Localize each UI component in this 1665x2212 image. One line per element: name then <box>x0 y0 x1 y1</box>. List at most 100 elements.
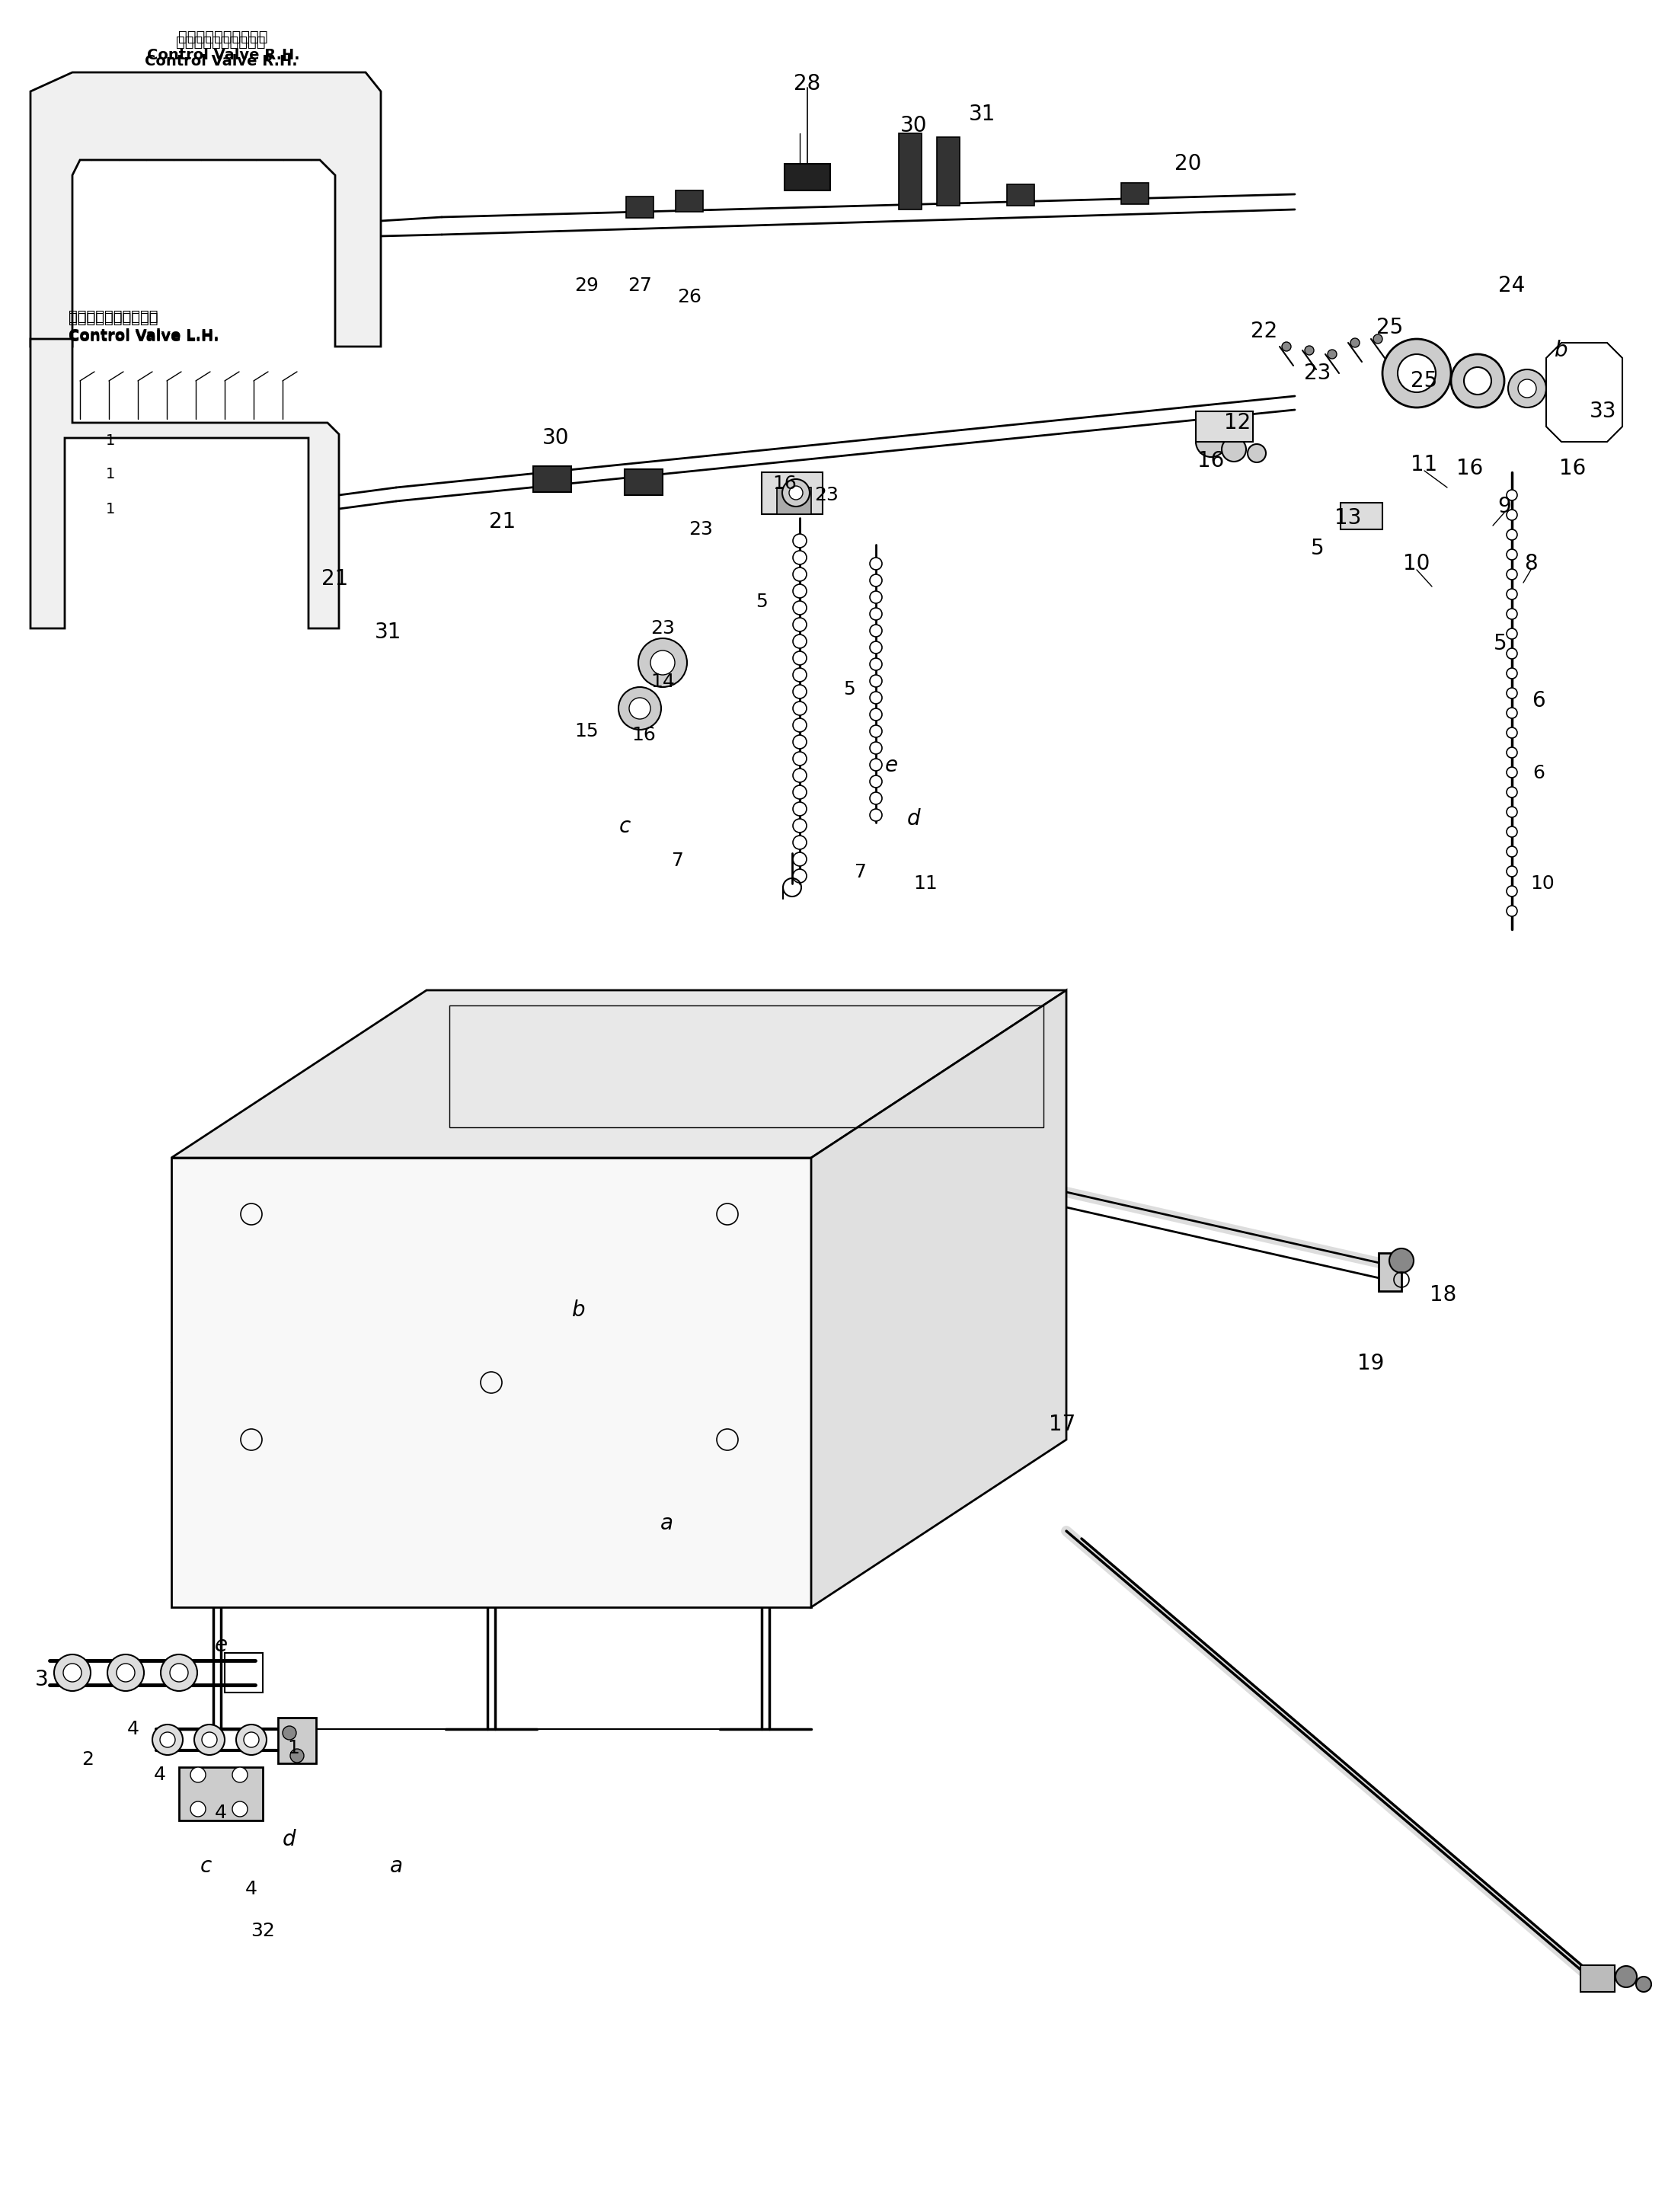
Circle shape <box>1615 1966 1637 1986</box>
Circle shape <box>1507 728 1517 739</box>
Circle shape <box>651 650 674 675</box>
Bar <box>278 1719 316 1763</box>
Text: e: e <box>884 754 897 776</box>
Circle shape <box>1507 905 1517 916</box>
Circle shape <box>1507 489 1517 500</box>
Circle shape <box>1507 768 1517 779</box>
Circle shape <box>869 692 882 703</box>
Circle shape <box>618 688 661 730</box>
Circle shape <box>1507 688 1517 699</box>
Text: 21: 21 <box>321 568 348 591</box>
Bar <box>1580 1964 1615 1991</box>
Polygon shape <box>811 991 1066 1608</box>
Polygon shape <box>30 73 381 347</box>
Circle shape <box>108 1655 143 1690</box>
Text: 3: 3 <box>35 1668 48 1690</box>
Text: 24: 24 <box>1498 274 1525 296</box>
Text: 5: 5 <box>1494 633 1507 655</box>
Circle shape <box>1507 807 1517 816</box>
Text: a: a <box>659 1513 673 1535</box>
Circle shape <box>1507 628 1517 639</box>
Circle shape <box>869 810 882 821</box>
Text: コントロールバルブ右: コントロールバルブ右 <box>176 35 266 49</box>
Circle shape <box>243 1732 260 1747</box>
Circle shape <box>1507 549 1517 560</box>
Circle shape <box>869 659 882 670</box>
Text: 12: 12 <box>1224 411 1250 434</box>
Circle shape <box>1305 345 1314 354</box>
Text: 16: 16 <box>1560 458 1587 480</box>
Circle shape <box>629 697 651 719</box>
Circle shape <box>793 734 806 748</box>
Text: 22: 22 <box>1250 321 1277 343</box>
Circle shape <box>1508 369 1547 407</box>
Text: 23: 23 <box>814 487 839 504</box>
Polygon shape <box>171 991 1066 1157</box>
Circle shape <box>793 668 806 681</box>
Text: 17: 17 <box>1049 1413 1076 1436</box>
Text: d: d <box>907 807 921 830</box>
Circle shape <box>869 708 882 721</box>
Text: 25: 25 <box>1410 369 1439 392</box>
Text: 16: 16 <box>773 476 796 493</box>
Text: c: c <box>619 816 631 836</box>
Circle shape <box>1507 847 1517 856</box>
Circle shape <box>793 701 806 714</box>
Text: b: b <box>1555 341 1568 361</box>
Circle shape <box>1382 338 1450 407</box>
Text: 32: 32 <box>251 1922 275 1940</box>
Circle shape <box>170 1663 188 1681</box>
Circle shape <box>290 1750 305 1763</box>
Text: 1: 1 <box>107 434 115 447</box>
Polygon shape <box>171 1157 811 1608</box>
Text: 11: 11 <box>914 874 937 894</box>
Circle shape <box>117 1663 135 1681</box>
Text: Control Valve R.H.: Control Valve R.H. <box>147 49 300 62</box>
Circle shape <box>1247 445 1265 462</box>
Circle shape <box>1195 427 1227 458</box>
Bar <box>937 137 959 206</box>
Bar <box>778 487 811 513</box>
Text: 31: 31 <box>969 104 996 124</box>
Circle shape <box>793 650 806 666</box>
Text: Control Valve L.H.: Control Valve L.H. <box>68 330 220 345</box>
Text: 11: 11 <box>1410 453 1439 476</box>
Text: 31: 31 <box>375 622 401 644</box>
Circle shape <box>869 557 882 571</box>
Circle shape <box>1507 529 1517 540</box>
Circle shape <box>869 575 882 586</box>
Bar <box>180 1767 263 1820</box>
Text: 1: 1 <box>107 502 115 515</box>
Circle shape <box>793 719 806 732</box>
Text: 19: 19 <box>1357 1354 1385 1374</box>
Circle shape <box>1507 648 1517 659</box>
Circle shape <box>793 568 806 582</box>
Text: 10: 10 <box>1530 874 1555 894</box>
Bar <box>225 1652 263 1692</box>
Circle shape <box>1507 608 1517 619</box>
Circle shape <box>1507 885 1517 896</box>
Circle shape <box>793 584 806 597</box>
Bar <box>1340 502 1382 529</box>
Text: 18: 18 <box>1430 1285 1457 1305</box>
Circle shape <box>63 1663 82 1681</box>
Circle shape <box>1350 338 1360 347</box>
Circle shape <box>190 1767 206 1783</box>
Circle shape <box>793 752 806 765</box>
Circle shape <box>236 1725 266 1754</box>
Circle shape <box>190 1801 206 1816</box>
Circle shape <box>233 1801 248 1816</box>
Circle shape <box>869 759 882 770</box>
Circle shape <box>793 852 806 867</box>
Text: 7: 7 <box>673 852 684 869</box>
Circle shape <box>638 639 688 688</box>
Bar <box>533 467 571 491</box>
Circle shape <box>233 1767 248 1783</box>
Text: 7: 7 <box>854 863 867 880</box>
Circle shape <box>160 1732 175 1747</box>
Text: 10: 10 <box>1404 553 1430 575</box>
Polygon shape <box>30 338 340 628</box>
Text: 16: 16 <box>1457 458 1484 480</box>
Text: 23: 23 <box>1304 363 1330 385</box>
Bar <box>676 190 703 212</box>
